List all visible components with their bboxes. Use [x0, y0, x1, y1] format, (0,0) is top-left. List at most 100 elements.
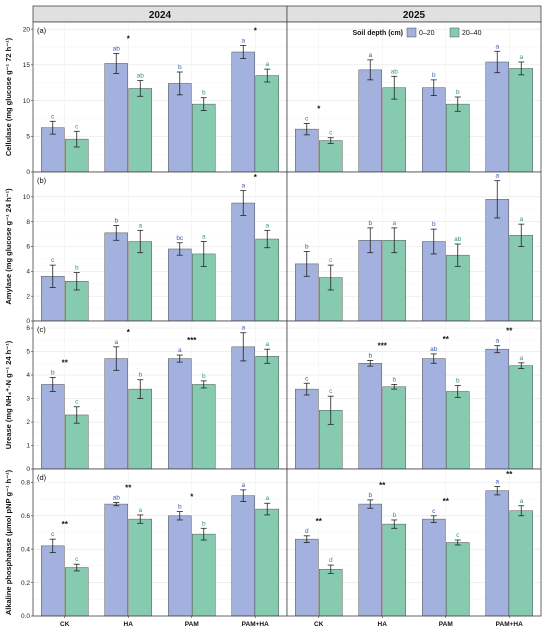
y-tick-label: 2: [26, 419, 30, 426]
significance-letter: a: [265, 495, 269, 502]
bar-s0-HA: [358, 69, 382, 173]
y-tick-label: 5: [26, 349, 30, 356]
x-tick-label: PAM: [439, 621, 453, 628]
depth-significance-asterisk: **: [379, 481, 386, 490]
panel-tag: (c): [37, 325, 46, 334]
significance-letter: b: [392, 376, 396, 383]
bar-s0-HA: [104, 63, 128, 173]
significance-letter: b: [368, 220, 372, 227]
bar-s1-PAM+HA: [509, 235, 533, 322]
depth-significance-asterisk: **: [506, 470, 513, 479]
y-tick-label: 10: [23, 98, 31, 105]
bar-s1-PAM+HA: [255, 75, 279, 173]
legend-label-0-20: 0–20: [419, 30, 435, 37]
bar-s0-PAM: [422, 87, 446, 173]
depth-significance-asterisk: *: [190, 493, 194, 502]
panel-1: Cellulase (mg glucose g⁻¹ 72 h⁻¹) 0 5 10 15 2…: [4, 21, 542, 176]
significance-letter: a: [241, 183, 245, 190]
significance-letter: a: [265, 222, 269, 229]
significance-letter: a: [495, 479, 499, 486]
panel-2-year-2: b b b a c a ab a: [286, 171, 542, 322]
y-tick-label: 4: [26, 372, 30, 379]
depth-significance-asterisk: **: [62, 520, 69, 529]
significance-letter: b: [432, 72, 436, 79]
depth-significance-asterisk: ***: [378, 341, 388, 350]
significance-letter: a: [495, 338, 499, 345]
panel-border: [286, 468, 542, 617]
significance-letter: ab: [430, 346, 438, 353]
significance-letter: a: [495, 173, 499, 180]
depth-significance-asterisk: ***: [187, 336, 197, 345]
significance-letter: b: [202, 90, 206, 97]
depth-significance-asterisk: *: [254, 27, 258, 36]
legend-swatch-20-40: [449, 27, 460, 38]
y-axis-label: Alkaline phosphatase (μmol pNP g⁻¹ h⁻¹): [4, 469, 13, 615]
y-tick-label: 0.4: [21, 546, 30, 553]
y-tick-label: 15: [23, 62, 31, 69]
bar-s1-PAM: [446, 103, 470, 173]
panel-1-year-1: c ab b a c ab b a * * (a): [32, 21, 288, 173]
y-tick-label: 8: [26, 219, 30, 226]
x-axis-categories: CK HA PAM PAM+HA CK HA PAM PAM+HA: [60, 616, 523, 628]
depth-significance-asterisk: **: [125, 483, 132, 492]
bar-s0-PAM+HA: [485, 490, 509, 617]
significance-letter: b: [392, 512, 396, 519]
y-tick-label: 10: [23, 194, 31, 201]
x-tick-label: HA: [378, 621, 388, 628]
significance-letter: a: [241, 325, 245, 332]
bar-s1-PAM+HA: [255, 508, 279, 617]
depth-significance-asterisk: **: [316, 517, 323, 526]
significance-letter: a: [495, 43, 499, 50]
depth-significance-asterisk: **: [62, 358, 69, 367]
significance-letter: ab: [113, 494, 121, 501]
significance-letter: c: [329, 130, 333, 137]
legend: Soil depth (cm) 0–20 20–40: [352, 27, 482, 38]
significance-letter: b: [202, 373, 206, 380]
significance-letter: a: [241, 482, 245, 489]
significance-letter: b: [51, 369, 55, 376]
significance-letter: c: [75, 399, 79, 406]
depth-significance-asterisk: **: [443, 497, 450, 506]
panel-grid: Cellulase (mg glucose g⁻¹ 72 h⁻¹)0510152…: [4, 21, 542, 620]
significance-letter: c: [75, 123, 79, 130]
x-tick-label: PAM: [185, 621, 199, 628]
panel-2: Amylase (mg glucose g⁻¹ 24 h⁻¹)0246810cb…: [4, 171, 542, 325]
significance-letter: b: [114, 217, 118, 224]
significance-letter: ab: [391, 68, 399, 75]
panel-tag: (d): [37, 473, 47, 482]
bar-s1-HA: [382, 523, 406, 617]
strip-2024-label: 2024: [149, 10, 172, 21]
significance-letter: b: [432, 221, 436, 228]
panel-tag: (a): [37, 26, 47, 35]
depth-significance-asterisk: *: [127, 34, 131, 43]
bar-s1-CK: [65, 567, 89, 617]
significance-letter: a: [265, 61, 269, 68]
bar-s1-PAM+HA: [509, 365, 533, 470]
y-tick-label: 1: [26, 443, 30, 450]
depth-significance-asterisk: *: [317, 104, 321, 113]
bar-s1-HA: [128, 518, 152, 617]
y-tick-label: 3: [26, 396, 30, 403]
bar-s1-PAM+HA: [255, 355, 279, 470]
bar-s1-CK: [319, 568, 343, 617]
y-tick-label: 0: [26, 318, 30, 325]
significance-letter: b: [202, 520, 206, 527]
bar-s0-PAM: [168, 358, 192, 470]
bar-s0-PAM: [422, 518, 446, 617]
significance-letter: d: [305, 528, 309, 535]
legend-title: Soil depth (cm): [352, 30, 403, 37]
significance-letter: a: [519, 54, 523, 61]
bar-s0-PAM+HA: [231, 202, 255, 322]
bar-s0-PAM+HA: [485, 61, 509, 173]
bar-s0-PAM: [422, 358, 446, 470]
x-tick-label: PAM+HA: [496, 621, 523, 628]
bar-s0-HA: [104, 503, 128, 617]
bar-s0-PAM: [168, 515, 192, 617]
year-strip-headers: 2024 2025: [32, 5, 542, 23]
significance-letter: c: [51, 113, 55, 120]
significance-letter: c: [51, 257, 55, 264]
x-tick-label: PAM+HA: [242, 621, 269, 628]
bar-s0-HA: [358, 363, 382, 470]
